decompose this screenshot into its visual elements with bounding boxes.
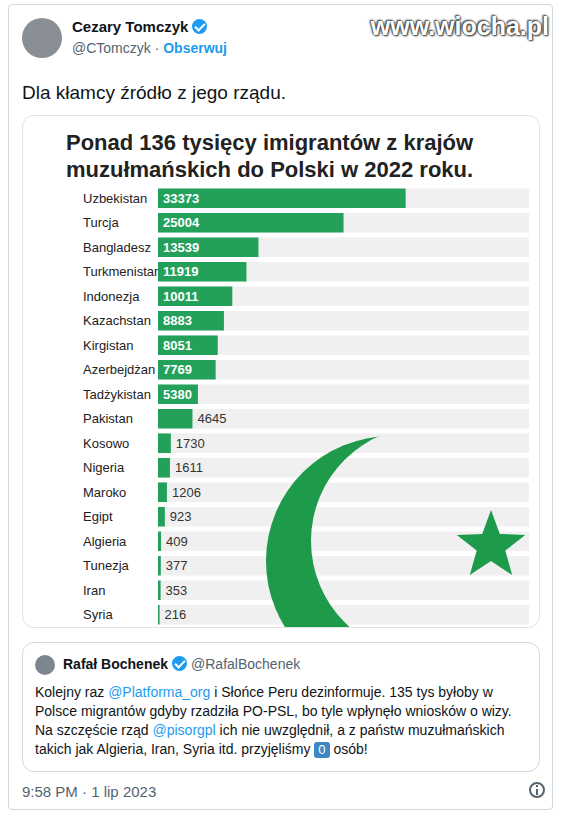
svg-text:Bangladesz: Bangladesz bbox=[83, 240, 151, 255]
svg-text:Kirgistan: Kirgistan bbox=[83, 338, 134, 353]
svg-text:11919: 11919 bbox=[163, 264, 198, 279]
svg-text:Ponad 136 tysięcy imigrantów z: Ponad 136 tysięcy imigrantów z krajów bbox=[66, 130, 479, 155]
svg-text:1611: 1611 bbox=[175, 460, 203, 475]
svg-text:4645: 4645 bbox=[197, 411, 226, 426]
svg-text:1206: 1206 bbox=[172, 485, 201, 500]
html-text:Dla kłamcy źródło z jego rządu: Dla kłamcy źródło z jego rządu. bbox=[22, 82, 286, 103]
svg-text:13539: 13539 bbox=[163, 240, 199, 255]
svg-text:Kazachstan: Kazachstan bbox=[83, 313, 151, 328]
svg-text:Syria: Syria bbox=[83, 607, 113, 622]
svg-text:Nigeria: Nigeria bbox=[83, 460, 125, 475]
svg-text:Turkmenistan: Turkmenistan bbox=[83, 264, 161, 279]
svg-text:216: 216 bbox=[165, 607, 187, 622]
svg-text:33373: 33373 bbox=[163, 191, 199, 206]
svg-text:Algieria: Algieria bbox=[83, 534, 127, 549]
html-text:Cezary Tomczyk: Cezary Tomczyk bbox=[72, 18, 189, 35]
svg-text:8051: 8051 bbox=[163, 338, 192, 353]
svg-text:Pakistan: Pakistan bbox=[83, 411, 133, 426]
svg-text:Iran: Iran bbox=[83, 583, 105, 598]
svg-text:7769: 7769 bbox=[163, 362, 192, 377]
html-text:www.wiocha.pl: www.wiocha.pl bbox=[370, 12, 549, 40]
svg-text:Azerbejdżan: Azerbejdżan bbox=[83, 362, 155, 377]
svg-text:923: 923 bbox=[170, 509, 192, 524]
svg-text:Egipt: Egipt bbox=[83, 509, 113, 524]
svg-text:25004: 25004 bbox=[163, 215, 200, 230]
html-text:Kolejny raz @Platforma_org i S: Kolejny raz @Platforma_org i Słońce Peru… bbox=[35, 684, 512, 757]
svg-text:Kosowo: Kosowo bbox=[83, 436, 129, 451]
svg-text:Uzbekistan: Uzbekistan bbox=[83, 191, 147, 206]
svg-text:5380: 5380 bbox=[163, 387, 192, 402]
html-text:9:58 PM · 1 lip 2023: 9:58 PM · 1 lip 2023 bbox=[22, 783, 157, 800]
svg-text:Indonezja: Indonezja bbox=[83, 289, 140, 304]
svg-text:8883: 8883 bbox=[163, 313, 192, 328]
html-text:@RafalBochenek: @RafalBochenek bbox=[191, 656, 301, 672]
svg-text:10011: 10011 bbox=[163, 289, 198, 304]
svg-text:377: 377 bbox=[166, 558, 188, 573]
svg-text:Turcja: Turcja bbox=[83, 215, 119, 230]
svg-text:1730: 1730 bbox=[176, 436, 205, 451]
html-text:@CTomczyk · Obserwuj: @CTomczyk · Obserwuj bbox=[72, 40, 227, 56]
svg-text:Maroko: Maroko bbox=[83, 485, 126, 500]
svg-text:Tunezja: Tunezja bbox=[83, 558, 130, 573]
svg-text:353: 353 bbox=[166, 583, 188, 598]
svg-text:409: 409 bbox=[166, 534, 188, 549]
html-text:Rafał Bochenek: Rafał Bochenek bbox=[63, 656, 168, 672]
svg-text:muzułmańskich do Polski w 2022: muzułmańskich do Polski w 2022 roku. bbox=[66, 157, 473, 182]
svg-text:Tadżykistan: Tadżykistan bbox=[83, 387, 151, 402]
